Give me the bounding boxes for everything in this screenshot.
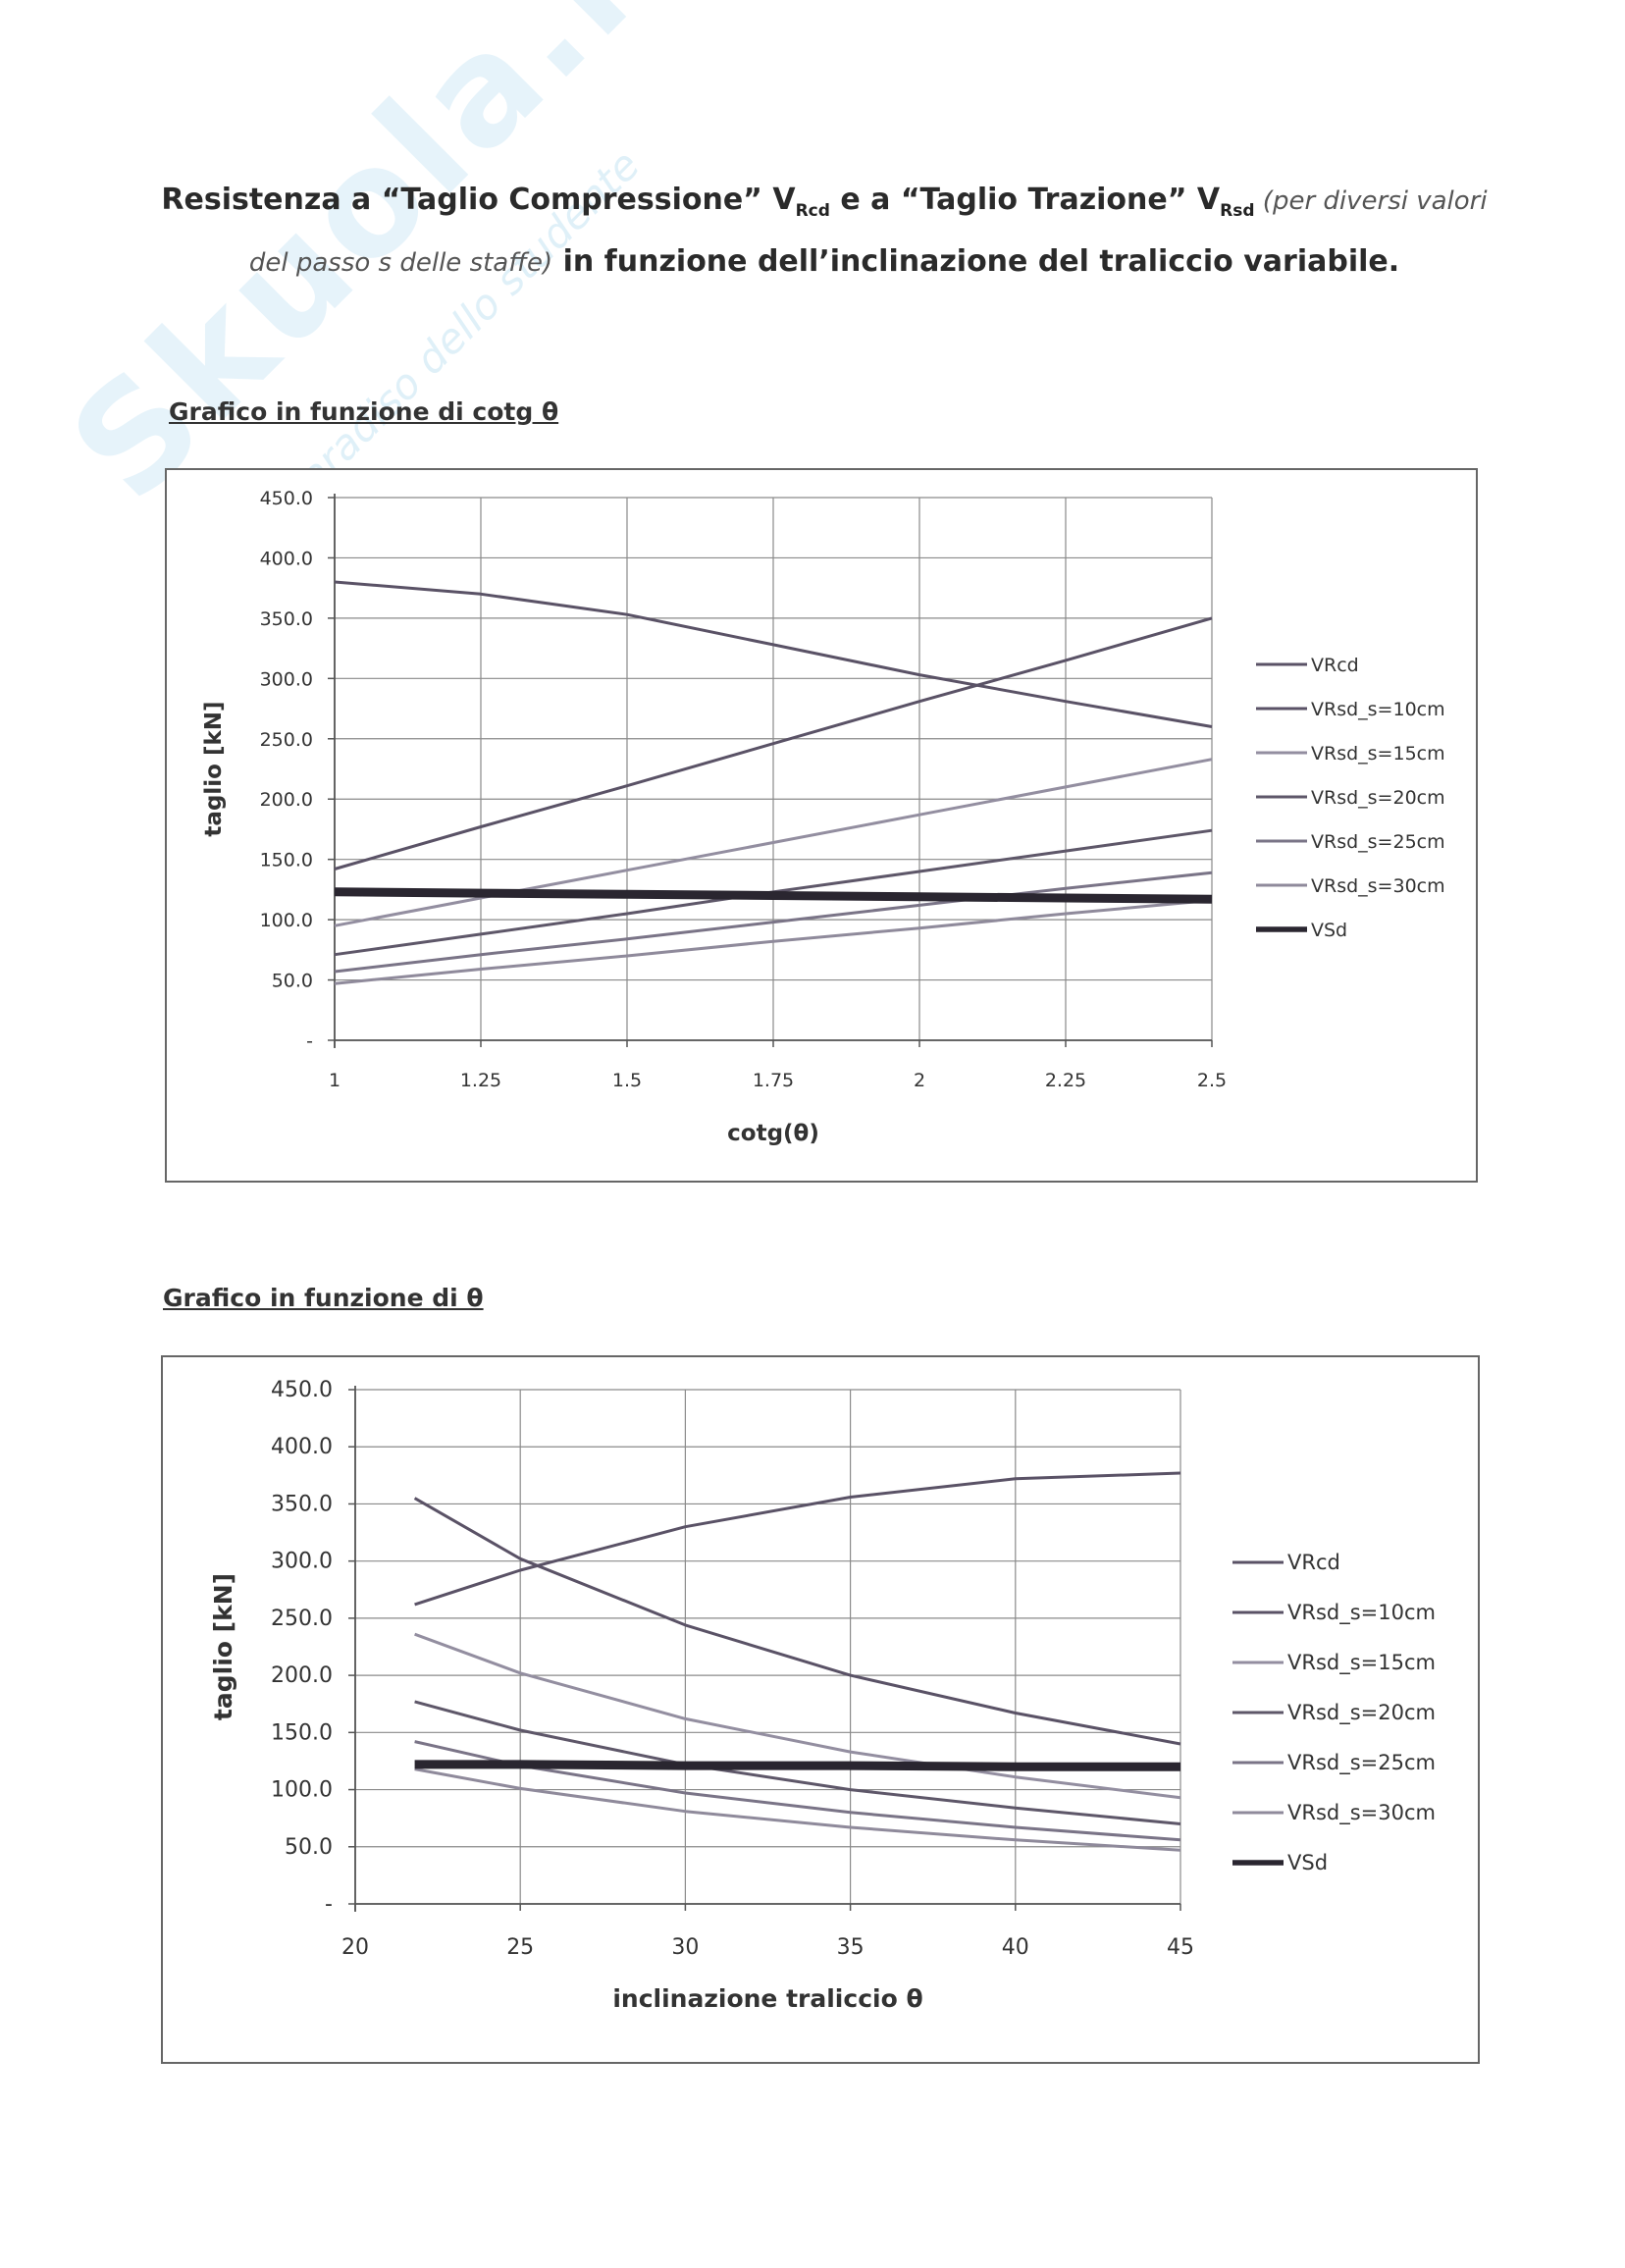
theta-y-tick-label: 200.0 (271, 1663, 333, 1688)
cotg-series-line-6 (334, 887, 1213, 904)
cotg-x-tick-label: 2.5 (1197, 1070, 1227, 1091)
theta-series-line-3 (414, 1700, 1181, 1825)
theta-y-tick-label: 100.0 (271, 1778, 333, 1803)
theta-chart-svg: - 50.0 100.0 150.0 200.0 250.0 300.0 350.0 400.0… (209, 1378, 1436, 2013)
theta-y-tick-label: 400.0 (271, 1435, 333, 1459)
title-subscript-rcd: Rcd (795, 201, 830, 221)
theta-series-line-6 (414, 1760, 1180, 1771)
theta-legend-label: VRsd_s=30cm (1287, 1801, 1436, 1825)
cotg-chart-heading: Grafico in funzione di cotg θ (169, 397, 559, 426)
cotg-legend-label: VSd (1311, 920, 1347, 941)
theta-legend-label: VRsd_s=15cm (1287, 1651, 1436, 1675)
cotg-legend-label: VRsd_s=30cm (1311, 875, 1445, 897)
cotg-x-tick-label: 1 (329, 1070, 341, 1091)
theta-series-line-5 (414, 1767, 1181, 1852)
cotg-legend-label: VRsd_s=20cm (1311, 787, 1445, 809)
cotg-y-tick-label: 100.0 (260, 910, 313, 931)
cotg-x-tick-label: 1.25 (460, 1070, 501, 1091)
theta-series-line-1 (413, 1497, 1181, 1746)
cotg-legend-label: VRcd (1311, 655, 1359, 676)
title-subscript-rsd: Rsd (1220, 201, 1255, 221)
theta-x-tick-label: 30 (671, 1935, 699, 1960)
theta-x-tick-label: 35 (837, 1935, 865, 1960)
theta-y-tick-label: - (325, 1892, 333, 1917)
theta-x-tick-label: 40 (1002, 1935, 1029, 1960)
theta-x-tick-label: 25 (506, 1935, 534, 1960)
theta-x-axis-title: inclinazione traliccio θ (612, 1984, 922, 2013)
theta-y-tick-label: 350.0 (271, 1492, 333, 1516)
theta-x-tick-label: 45 (1167, 1935, 1194, 1960)
page-title: Resistenza a “Taglio Compressione” VRcd … (147, 175, 1501, 289)
cotg-legend-label: VRsd_s=25cm (1311, 831, 1445, 853)
cotg-series-line-2 (334, 758, 1213, 927)
theta-x-tick-label: 20 (341, 1935, 369, 1960)
cotg-chart-svg: - 50.0 100.0 150.0 200.0 250.0 300.0 350.0 400.0… (201, 488, 1445, 1146)
cotg-series-line-4 (334, 870, 1213, 974)
cotg-x-tick-label: 2 (914, 1070, 925, 1091)
cotg-x-axis-title: cotg(θ) (727, 1121, 819, 1146)
title-line-2: del passo s delle staffe) in funzione de… (147, 237, 1501, 289)
title-italic-1: (per diversi valori (1254, 186, 1488, 216)
theta-legend-label: VRsd_s=25cm (1287, 1751, 1436, 1775)
theta-y-tick-label: 450.0 (271, 1378, 333, 1402)
theta-y-tick-label: 150.0 (271, 1720, 333, 1745)
theta-chart-heading: Grafico in funzione di θ (163, 1284, 484, 1312)
cotg-y-tick-label: 250.0 (260, 729, 313, 751)
cotg-y-tick-label: 50.0 (272, 971, 313, 992)
title-text-1: Resistenza a “Taglio Compressione” V (161, 183, 796, 217)
cotg-y-axis-title: taglio [kN] (201, 701, 227, 836)
title-text-3: in funzione dell’inclinazione del tralic… (552, 244, 1400, 279)
cotg-y-tick-label: 200.0 (260, 789, 313, 811)
theta-series-line-2 (414, 1632, 1181, 1800)
cotg-legend-label: VRsd_s=10cm (1311, 699, 1445, 720)
cotg-x-tick-label: 2.25 (1045, 1070, 1086, 1091)
cotg-legend-label: VRsd_s=15cm (1311, 743, 1445, 765)
theta-y-tick-label: 250.0 (271, 1607, 333, 1631)
cotg-series-line-0 (334, 580, 1213, 728)
theta-legend-label: VSd (1287, 1851, 1328, 1874)
cotg-y-tick-label: 400.0 (260, 548, 313, 569)
cotg-y-tick-label: 150.0 (260, 850, 313, 871)
cotg-y-tick-label: 350.0 (260, 608, 313, 630)
cotg-series-line-1 (334, 616, 1213, 870)
title-italic-2: del passo s delle staffe) (248, 248, 553, 278)
theta-y-tick-label: 300.0 (271, 1550, 333, 1574)
cotg-x-tick-label: 1.5 (612, 1070, 642, 1091)
cotg-chart: - 50.0 100.0 150.0 200.0 250.0 300.0 350.0 400.0… (165, 468, 1478, 1183)
cotg-y-tick-label: - (306, 1030, 313, 1052)
theta-series-line-0 (414, 1471, 1181, 1607)
cotg-x-tick-label: 1.75 (753, 1070, 794, 1091)
title-line-1: Resistenza a “Taglio Compressione” VRcd … (147, 175, 1501, 237)
theta-y-tick-label: 50.0 (285, 1835, 333, 1860)
cotg-y-tick-label: 300.0 (260, 668, 313, 690)
title-text-2: e a “Taglio Trazione” V (829, 183, 1221, 217)
theta-chart: - 50.0 100.0 150.0 200.0 250.0 300.0 350.0 400.0… (161, 1355, 1480, 2064)
theta-legend-label: VRsd_s=20cm (1287, 1701, 1436, 1725)
cotg-y-tick-label: 450.0 (260, 488, 313, 509)
cotg-series-line-5 (334, 898, 1213, 985)
theta-y-axis-title: taglio [kN] (209, 1573, 237, 1720)
theta-legend-label: VRcd (1287, 1551, 1340, 1574)
theta-legend-label: VRsd_s=10cm (1287, 1601, 1436, 1625)
